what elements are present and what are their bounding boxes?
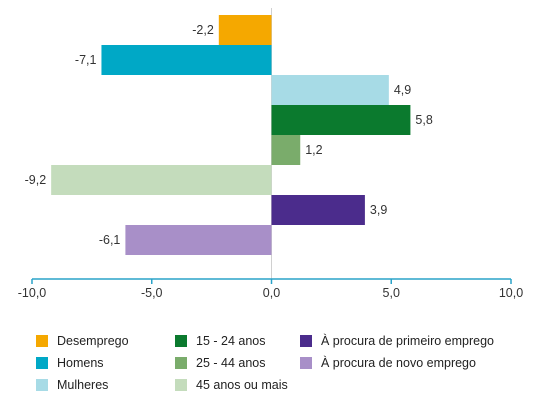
bar — [51, 165, 272, 195]
bar — [271, 105, 411, 135]
bar — [271, 135, 301, 165]
data-label: 3,9 — [370, 203, 387, 217]
data-label: -6,1 — [99, 233, 121, 247]
data-label: -2,2 — [192, 23, 214, 37]
x-tick-label: -5,0 — [141, 286, 163, 300]
data-label: 1,2 — [305, 143, 322, 157]
bar — [271, 195, 365, 225]
data-label: 5,8 — [415, 113, 432, 127]
data-label: -9,2 — [25, 173, 47, 187]
x-tick-label: 10,0 — [499, 286, 523, 300]
bar — [271, 75, 389, 105]
bar — [125, 225, 272, 255]
bar — [101, 45, 272, 75]
data-label: 4,9 — [394, 83, 411, 97]
x-tick-label: 0,0 — [263, 286, 280, 300]
bar — [218, 15, 272, 45]
x-tick-label: -10,0 — [18, 286, 47, 300]
x-tick-label: 5,0 — [383, 286, 400, 300]
data-label: -7,1 — [75, 53, 97, 67]
